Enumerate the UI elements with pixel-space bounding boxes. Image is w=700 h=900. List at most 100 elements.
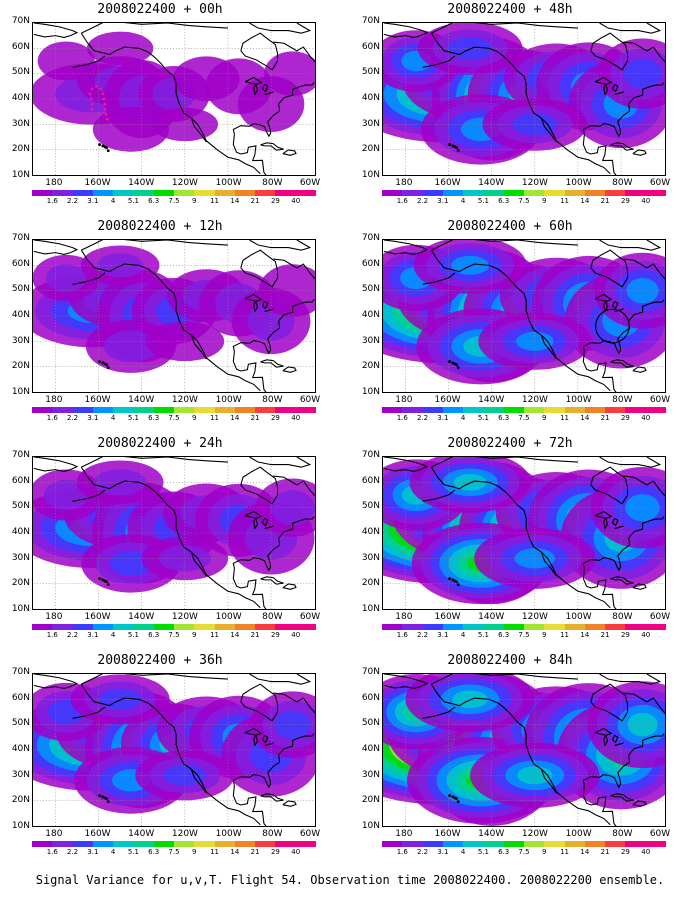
island: [98, 577, 102, 581]
coastline: [632, 583, 647, 590]
lon-tick-label: 140W: [478, 395, 505, 405]
colorbar-swatch: [605, 407, 626, 413]
contour-fill: [274, 710, 311, 739]
lon-tick-label: 100W: [215, 178, 242, 188]
coastline: [594, 510, 613, 519]
island: [98, 143, 102, 147]
colorbar-swatch: [645, 841, 667, 847]
colorbar-swatch: [503, 624, 525, 630]
map-panel: 2008022400 + 84h 70N 60N 50N 40N 30N 20N 10N 180…: [350, 653, 670, 856]
colorbar-label: 2.2: [66, 631, 79, 639]
colorbar-swatch: [194, 624, 216, 630]
lat-tick-label: 70N: [11, 667, 30, 677]
colorbar-label: 2.2: [66, 848, 79, 856]
coastline: [603, 733, 608, 746]
colorbar-swatch: [382, 841, 403, 847]
track-point: [88, 92, 92, 96]
island: [105, 797, 108, 801]
lon-tick-label: 80W: [612, 178, 633, 188]
colorbar-swatch: [402, 841, 424, 847]
colorbar-label: 4: [460, 414, 466, 422]
colorbar-swatch: [214, 190, 236, 196]
lat-tick-label: 30N: [11, 769, 30, 780]
lon-tick-label: 80W: [262, 395, 283, 405]
colorbar-label: 1.6: [46, 414, 58, 422]
contour-fill: [625, 494, 660, 522]
lon-tick-label: 80W: [612, 829, 633, 839]
panel-title: 2008022400 + 72h: [447, 436, 573, 451]
coastline: [614, 91, 624, 95]
variance-shading: [33, 674, 315, 814]
lon-tick-label: 100W: [565, 612, 592, 622]
island: [106, 149, 110, 153]
coastline: [33, 240, 79, 255]
coastline: [80, 249, 261, 392]
colorbar-swatch: [133, 841, 155, 847]
island: [455, 146, 458, 150]
colorbar-label: 6.3: [148, 197, 160, 205]
coastline: [253, 82, 258, 95]
lon-tick-label: 80W: [262, 612, 283, 622]
coastline: [72, 706, 106, 719]
coastline: [632, 149, 647, 156]
coastline: [422, 272, 456, 285]
coastline: [632, 366, 647, 373]
lat-tick-label: 70N: [361, 667, 380, 677]
contour-fill: [43, 479, 89, 511]
map-panel: 2008022400 + 12h 70N 60N 50N 40N 30N 20N 10N 180…: [0, 219, 320, 422]
lat-tick-label: 40N: [361, 744, 380, 754]
colorbar-label: 2.2: [416, 631, 429, 639]
lat-tick-label: 70N: [361, 233, 380, 243]
island: [455, 363, 458, 367]
lon-tick-label: 120W: [171, 612, 198, 622]
colorbar-label: 5.1: [477, 848, 489, 856]
coastline: [240, 466, 279, 505]
track-point: [90, 102, 94, 106]
lon-tick-label: 140W: [478, 829, 505, 839]
colorbar-swatch: [524, 407, 545, 413]
colorbar-swatch: [463, 407, 484, 413]
lat-tick-label: 50N: [11, 284, 30, 295]
colorbar-swatch: [133, 407, 155, 413]
colorbar-swatch: [625, 841, 647, 847]
colorbar-label: 7.5: [168, 631, 180, 639]
map-panel: 2008022400 + 72h 70N 60N 50N 40N 30N 20N 10N 180…: [350, 436, 670, 639]
contour-fill: [45, 264, 87, 292]
colorbar-label: 2.2: [416, 414, 429, 422]
colorbar-swatch: [32, 624, 53, 630]
graticule: [383, 240, 665, 392]
colorbar-swatch: [483, 841, 505, 847]
lat-tick-label: 50N: [361, 501, 380, 512]
colorbar-swatch: [544, 624, 566, 630]
colorbar-label: 1.6: [46, 631, 58, 639]
coastline: [611, 734, 619, 744]
coastline: [590, 32, 629, 71]
colorbar: 1.6 2.2 3.1 4 5.1 6.3 7.5 9 11 14 21 29 40: [32, 841, 317, 859]
coastline: [614, 525, 624, 529]
colorbar-swatch: [72, 624, 94, 630]
colorbar-swatch: [275, 624, 297, 630]
lon-tick-label: 120W: [521, 829, 548, 839]
contour-fill: [92, 107, 169, 152]
colorbar-swatch: [463, 190, 484, 196]
variance-shading: [33, 31, 315, 152]
colorbar-swatch: [564, 190, 586, 196]
colorbar-swatch: [113, 190, 134, 196]
colorbar-swatch: [255, 841, 276, 847]
colorbar-swatch: [153, 407, 175, 413]
colorbar-label: 40: [641, 414, 651, 422]
colorbar-swatch: [564, 407, 586, 413]
lat-tick-label: 30N: [361, 335, 380, 346]
coastline: [610, 359, 634, 368]
colorbar-swatch: [564, 841, 586, 847]
track-point: [103, 102, 107, 106]
lon-tick-label: 80W: [612, 395, 633, 405]
coastlines: [383, 457, 665, 609]
colorbar-label: 9: [192, 197, 197, 205]
colorbar-label: 21: [600, 848, 610, 856]
coastline: [282, 583, 297, 590]
colorbar-swatch: [645, 407, 667, 413]
colorbar-swatch: [295, 624, 317, 630]
coastline: [81, 240, 228, 251]
coastline: [282, 366, 297, 373]
